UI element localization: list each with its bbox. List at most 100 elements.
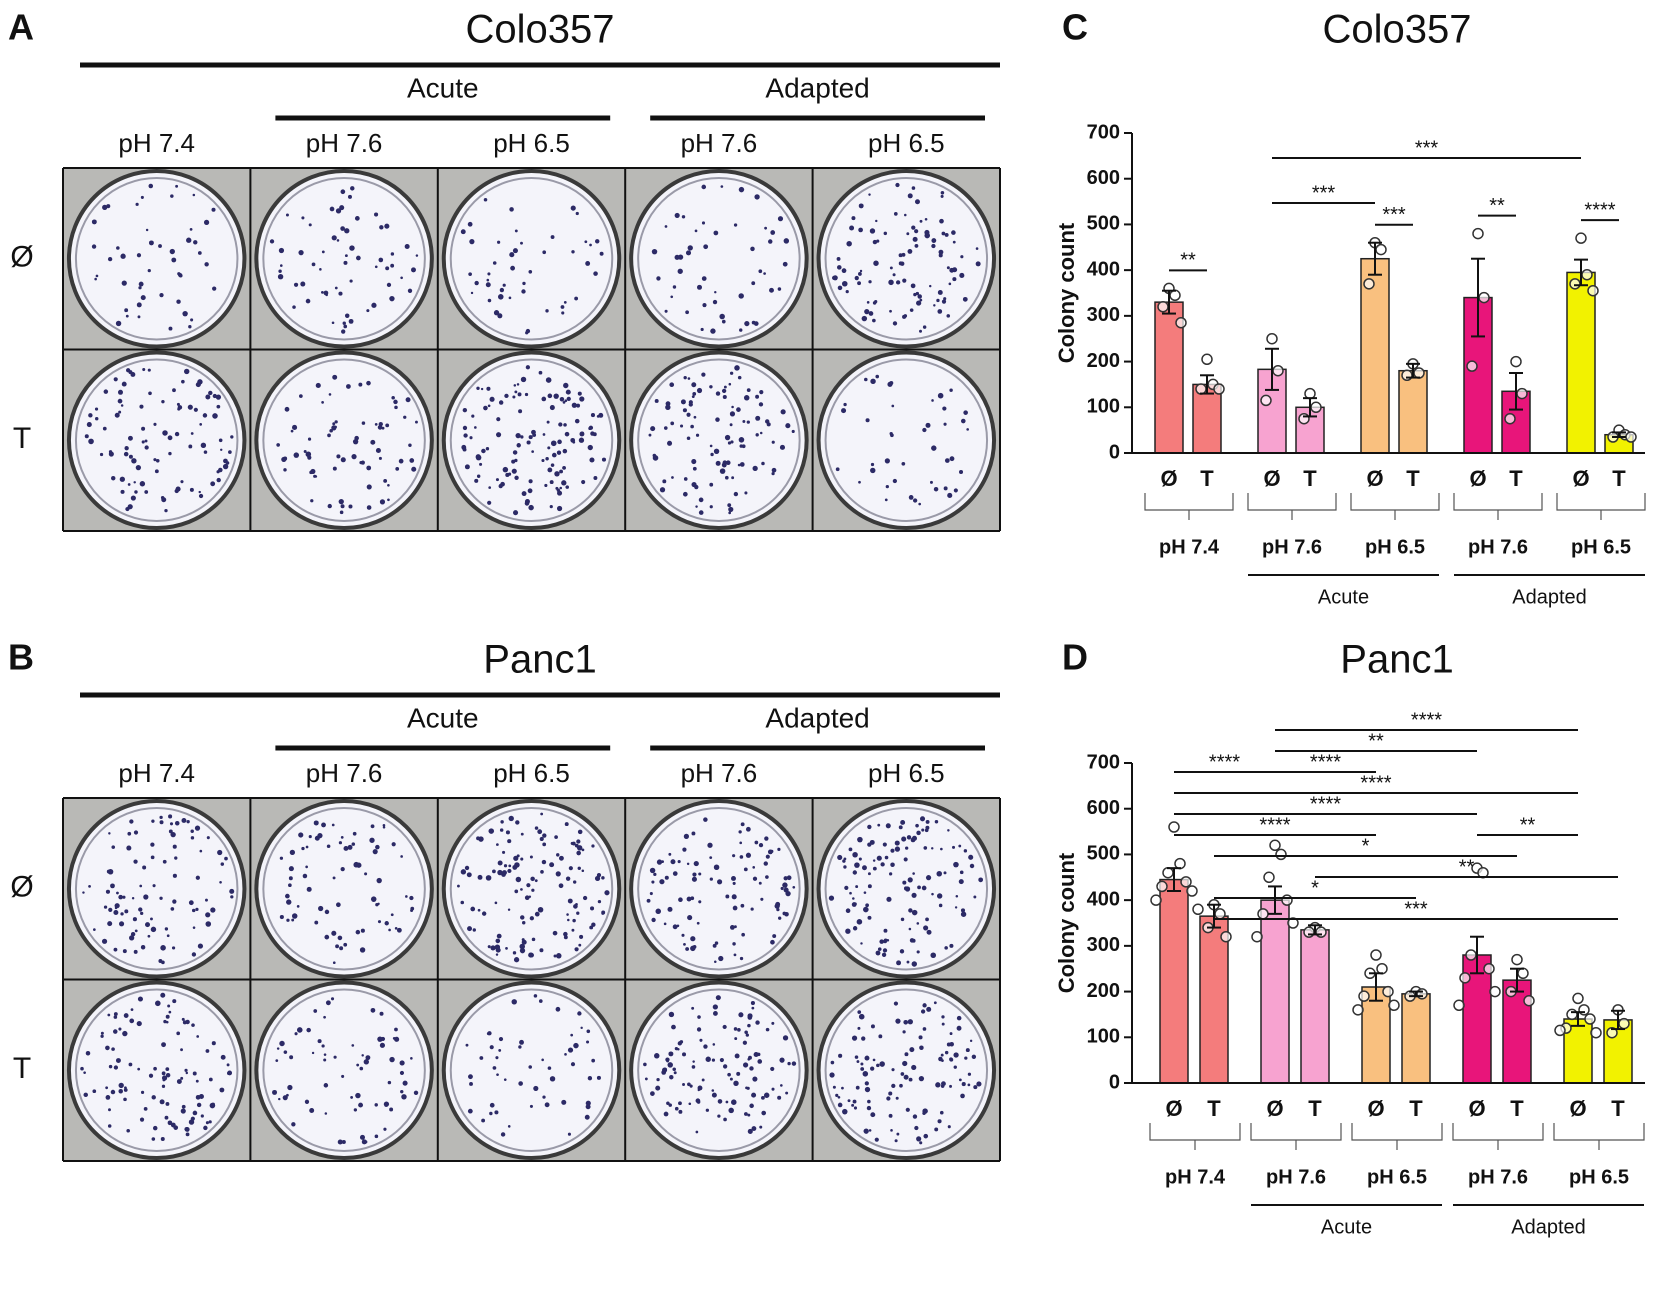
data-point [1416, 988, 1428, 1000]
colony-dot [303, 450, 307, 454]
colony-dot [220, 448, 223, 451]
colony-dot [390, 252, 395, 256]
colony-dot [867, 872, 871, 876]
bar [1566, 271, 1596, 454]
colony-dot [391, 396, 395, 400]
data-point [1260, 394, 1272, 407]
colony-dot [556, 450, 562, 455]
colony-dot [494, 901, 498, 905]
colony-dot [151, 1137, 156, 1141]
colony-dot [682, 847, 687, 852]
colony-dot [415, 254, 419, 257]
colony-dot [712, 1011, 718, 1016]
colony-dot [479, 1056, 484, 1060]
colony-dot [585, 1104, 591, 1110]
colony-dot [172, 844, 177, 849]
well [254, 799, 434, 979]
colony-dot [712, 299, 718, 305]
colony-dot [571, 402, 577, 408]
colony-dot [469, 239, 475, 245]
colony-dot [172, 388, 176, 393]
colony-dot [127, 831, 132, 836]
colony-dot [520, 832, 524, 836]
colony-dot [567, 918, 570, 922]
colony-dot [667, 440, 673, 446]
colony-dot [366, 505, 372, 510]
colony-dot [224, 856, 228, 861]
colony-dot [852, 851, 858, 858]
colony-dot [582, 895, 588, 901]
colony-dot [321, 401, 324, 404]
colony-dot [759, 431, 763, 435]
colony-dot [577, 866, 581, 871]
colony-dot [727, 1072, 731, 1077]
colony-dot [765, 875, 769, 879]
colony-dot [860, 1062, 864, 1066]
colony-dot [682, 1052, 687, 1057]
colony-dot [711, 1092, 717, 1098]
colony-dot [325, 293, 328, 297]
colony-dot [333, 1055, 337, 1059]
colony-dot [540, 870, 544, 874]
colony-dot [759, 390, 764, 395]
colony-dot [872, 866, 877, 871]
colony-dot [199, 849, 203, 853]
colony-dot [159, 820, 164, 825]
data-point [1523, 994, 1535, 1007]
colony-dot [722, 1064, 728, 1069]
colony-dot [313, 474, 317, 478]
colony-dot [189, 227, 193, 231]
supergroup-label: Adapted [1512, 586, 1587, 608]
data-point [1581, 268, 1593, 281]
colony-dot [593, 271, 598, 276]
panel-letter: C [1062, 7, 1088, 48]
colony-dot [327, 433, 331, 438]
colony-dot [162, 859, 167, 864]
colony-dot [122, 1030, 128, 1037]
colony-dot [514, 889, 519, 894]
colony-dot [785, 423, 791, 429]
colony-dot [837, 854, 843, 860]
colony-dot [158, 244, 162, 248]
colony-dot [489, 1045, 494, 1050]
colony-dot [830, 1060, 835, 1065]
colony-dot [916, 1136, 922, 1142]
colony-dot [218, 438, 223, 443]
colony-dot [973, 895, 977, 899]
colony-dot [577, 1011, 582, 1016]
colony-dot [385, 423, 390, 428]
colony-dot [902, 1060, 908, 1067]
well [629, 980, 809, 1160]
colony-dot [344, 254, 348, 258]
colony-dot [114, 412, 120, 418]
colony-dot [187, 404, 193, 410]
colony-dot [919, 329, 922, 333]
colony-dot [577, 391, 582, 396]
colony-dot [691, 876, 697, 882]
colony-dot [520, 915, 525, 920]
colony-dot [279, 914, 284, 920]
colony-dot [732, 905, 738, 911]
colony-dot [914, 199, 920, 205]
colony-dot [351, 1044, 355, 1047]
colony-dot [963, 849, 968, 853]
data-point [1303, 926, 1315, 938]
data-point [1517, 967, 1529, 980]
bar [1398, 369, 1428, 454]
colony-dot [134, 929, 138, 933]
colony-dot [336, 454, 341, 459]
colony-dot [929, 480, 933, 484]
colony-dot [170, 194, 174, 198]
group-bracket [1453, 493, 1543, 520]
data-point [1575, 232, 1587, 244]
colony-dot [366, 380, 371, 386]
colony-dot [885, 823, 891, 829]
colony-dot [738, 293, 744, 299]
colony-dot [190, 836, 195, 840]
colony-dot [340, 457, 346, 463]
panel-letter: D [1062, 637, 1088, 678]
colony-dot [912, 872, 915, 875]
colony-dot [389, 1056, 395, 1063]
colony-dot [107, 1013, 111, 1017]
colony-dot [118, 894, 123, 900]
